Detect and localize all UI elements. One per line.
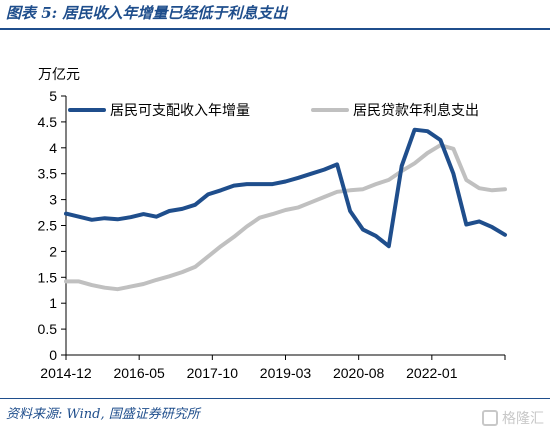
- legend-label: 居民可支配收入年增量: [110, 102, 250, 118]
- line-chart: 0 0.5 1 1.5 2 2.5 3 3.5 4 4.5 5 2014-12 2016-05 2017-…: [38, 88, 507, 381]
- watermark-text: 格隆汇: [502, 410, 544, 426]
- legend-label: 居民贷款年利息支出: [353, 102, 479, 118]
- x-tick-label: 2020-08: [333, 365, 385, 381]
- x-tick-label: 2022-01: [406, 365, 458, 381]
- x-tick-label: 2016-05: [113, 365, 165, 381]
- y-tick-label: 1.5: [38, 269, 58, 285]
- title-divider: [0, 28, 550, 30]
- x-tick-label: 2014-12: [40, 365, 92, 381]
- y-tick-label: 4.5: [38, 114, 58, 130]
- x-tick-label: 2019-03: [260, 365, 312, 381]
- x-tick-label: 2017-10: [187, 365, 239, 381]
- y-tick-label: 0: [49, 347, 57, 363]
- series-line-income: [64, 127, 507, 249]
- source-note: 资料来源: Wind, 国盛证券研究所: [6, 407, 200, 422]
- y-tick-label: 2: [49, 243, 57, 259]
- y-tick-label: 3: [49, 192, 57, 208]
- figure-title: 图表 5: 居民收入年增量已经低于利息支出: [6, 4, 288, 22]
- y-tick-label: 5: [49, 88, 57, 104]
- y-tick-label: 1: [49, 295, 57, 311]
- y-tick-label: 2.5: [38, 218, 58, 234]
- series-line-interest: [64, 143, 507, 292]
- watermark: 格隆汇: [482, 408, 544, 428]
- source-divider: [0, 398, 550, 399]
- watermark-logo-icon: [482, 410, 498, 426]
- y-tick-label: 4: [49, 140, 57, 156]
- y-tick-label: 0.5: [38, 321, 58, 337]
- unit-label: 万亿元: [38, 66, 80, 82]
- y-tick-label: 3.5: [38, 166, 58, 182]
